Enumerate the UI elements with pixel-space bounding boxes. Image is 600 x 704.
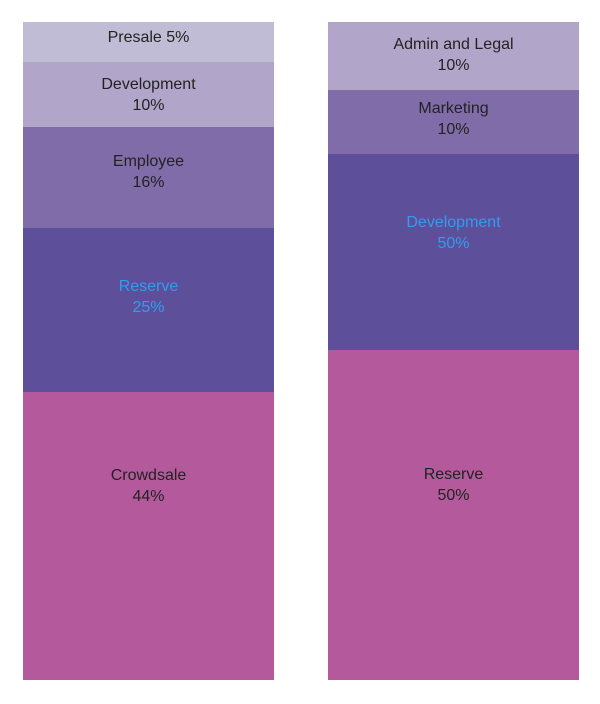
right-segment-label: Reserve 50% — [328, 464, 579, 506]
segment-value: 25% — [132, 299, 165, 316]
right-segment-reserve: Reserve 50% — [328, 350, 579, 680]
segment-value: 16% — [132, 174, 165, 191]
right-stacked-bar: Admin and Legal 10% Marketing 10% Developmen… — [328, 22, 579, 680]
right-segment-label: Development 50% — [328, 212, 579, 254]
left-stacked-bar: Presale 5% Development 10% Employee 16% Reser… — [23, 22, 274, 680]
right-segment-marketing: Marketing 10% — [328, 90, 579, 154]
segment-name: Employee — [112, 153, 185, 170]
segment-name: Admin and Legal — [393, 36, 514, 53]
left-segment-reserve: Reserve 25% — [23, 228, 274, 392]
right-segment-label: Admin and Legal 10% — [328, 34, 579, 76]
left-segment-label: Reserve 25% — [23, 276, 274, 318]
segment-name: Presale — [107, 29, 162, 46]
segment-value: 50% — [437, 487, 470, 504]
segment-name: Development — [406, 214, 501, 231]
segment-name: Development — [101, 76, 196, 93]
segment-value: 10% — [132, 97, 165, 114]
segment-value: 5% — [166, 29, 190, 46]
right-segment-label: Marketing 10% — [328, 98, 579, 140]
left-segment-presale: Presale 5% — [23, 22, 274, 62]
segment-name: Reserve — [118, 278, 179, 295]
left-segment-label: Employee 16% — [23, 151, 274, 193]
left-segment-label: Development 10% — [23, 74, 274, 116]
left-segment-employee: Employee 16% — [23, 127, 274, 228]
segment-name: Reserve — [423, 466, 484, 483]
left-segment-development: Development 10% — [23, 62, 274, 127]
right-segment-development: Development 50% — [328, 154, 579, 350]
segment-name: Marketing — [418, 100, 489, 117]
left-segment-label: Crowdsale 44% — [23, 465, 274, 507]
segment-name: Crowdsale — [110, 467, 187, 484]
segment-value: 10% — [437, 57, 470, 74]
segment-value: 10% — [437, 121, 470, 138]
left-segment-crowdsale: Crowdsale 44% — [23, 392, 274, 680]
left-segment-label: Presale 5% — [23, 27, 274, 48]
segment-value: 44% — [132, 488, 165, 505]
segment-value: 50% — [437, 235, 470, 252]
right-segment-admin-and-legal: Admin and Legal 10% — [328, 22, 579, 90]
